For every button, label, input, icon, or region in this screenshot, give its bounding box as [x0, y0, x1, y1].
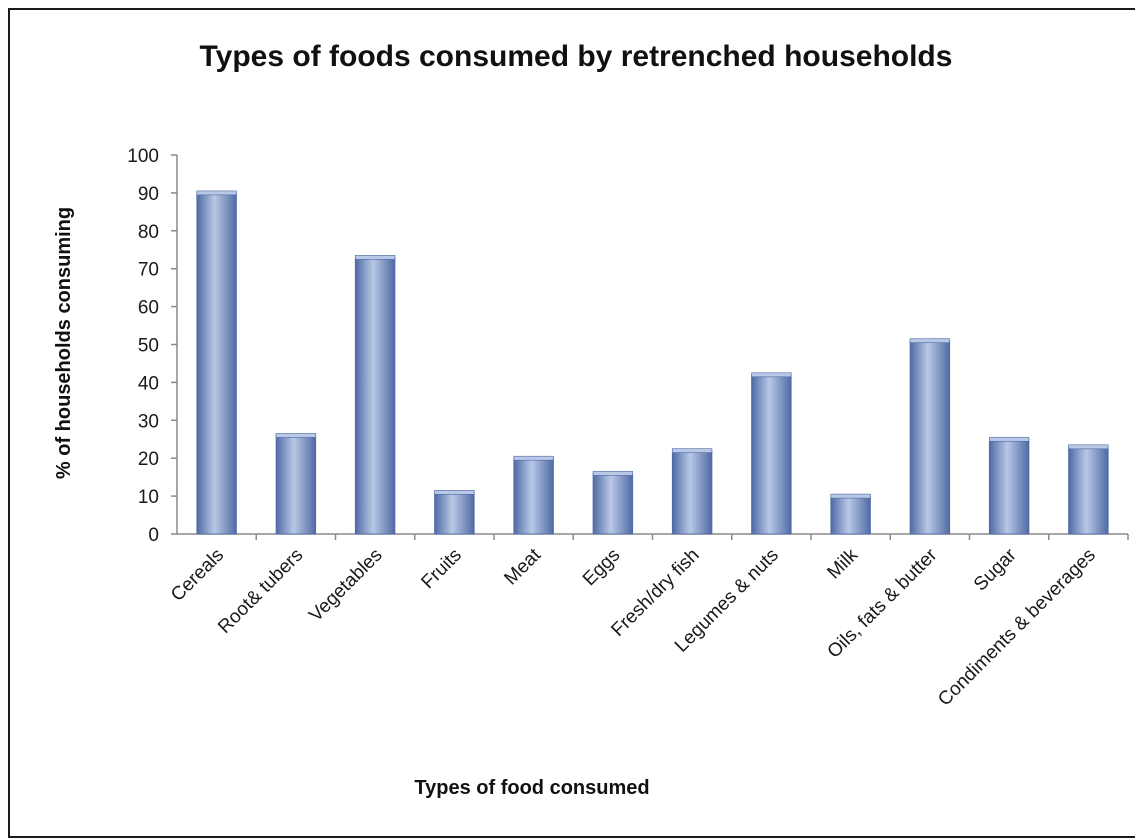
- x-tick-label: Condiments & beverages: [934, 545, 1100, 711]
- y-tick-label: 50: [138, 336, 159, 357]
- y-tick-label: 70: [138, 260, 159, 281]
- x-tick-label: Vegetables: [305, 545, 386, 626]
- x-tick-label: Fruits: [417, 545, 465, 593]
- bar-top: [751, 372, 792, 378]
- bar-top: [989, 436, 1030, 442]
- y-tick-label: 0: [148, 525, 159, 546]
- bar-milk: [830, 495, 871, 535]
- y-axis-title: % of households consuming: [53, 207, 75, 479]
- bar-vegetables: [354, 256, 396, 535]
- x-tick-label: Root& tubers: [214, 545, 307, 638]
- x-tick-label: Eggs: [579, 545, 624, 590]
- bar-top: [1068, 444, 1109, 450]
- bar-top: [355, 255, 396, 260]
- y-tick-label: 10: [138, 487, 159, 508]
- bar-top: [513, 455, 554, 461]
- x-axis: [177, 533, 1129, 540]
- chart-title: Types of foods consumed by retrenched ho…: [200, 40, 953, 73]
- y-tick-label: 30: [138, 411, 159, 432]
- x-axis-title: Types of food consumed: [414, 777, 649, 799]
- bar-condiments-beverages: [1068, 446, 1109, 535]
- bar-eggs: [592, 472, 634, 535]
- y-tick-label: 60: [138, 298, 159, 319]
- bar-top: [909, 338, 950, 344]
- bar-oils-fats-butter: [909, 340, 951, 535]
- bar-fruits: [434, 491, 475, 535]
- x-tick-label: Cereals: [167, 545, 228, 606]
- x-tick-label: Sugar: [970, 544, 1021, 595]
- y-axis: 0 10 20 30 40 50 60 70 80 90 100: [127, 146, 178, 546]
- bars: [196, 190, 1109, 535]
- x-tick-label: Milk: [823, 544, 862, 583]
- bar-top: [196, 190, 237, 196]
- y-tick-label: 20: [138, 449, 159, 470]
- bar-top: [592, 471, 633, 476]
- y-tick-label: 90: [138, 184, 159, 205]
- x-tick-label: Meat: [500, 544, 545, 589]
- bar-cereals: [196, 192, 237, 535]
- bar-top: [672, 448, 713, 453]
- bar-top: [830, 493, 871, 499]
- bar-root-tubers: [275, 435, 317, 535]
- bar-fresh-dry-fish: [671, 450, 713, 535]
- y-tick-label: 100: [127, 146, 159, 167]
- bar-top: [275, 433, 316, 438]
- bar-sugar: [988, 438, 1030, 535]
- y-tick-label: 80: [138, 222, 159, 243]
- bar-top: [434, 490, 475, 495]
- bar-meat: [513, 457, 554, 535]
- bar-legumes-nuts: [751, 374, 792, 535]
- y-tick-label: 40: [138, 373, 159, 394]
